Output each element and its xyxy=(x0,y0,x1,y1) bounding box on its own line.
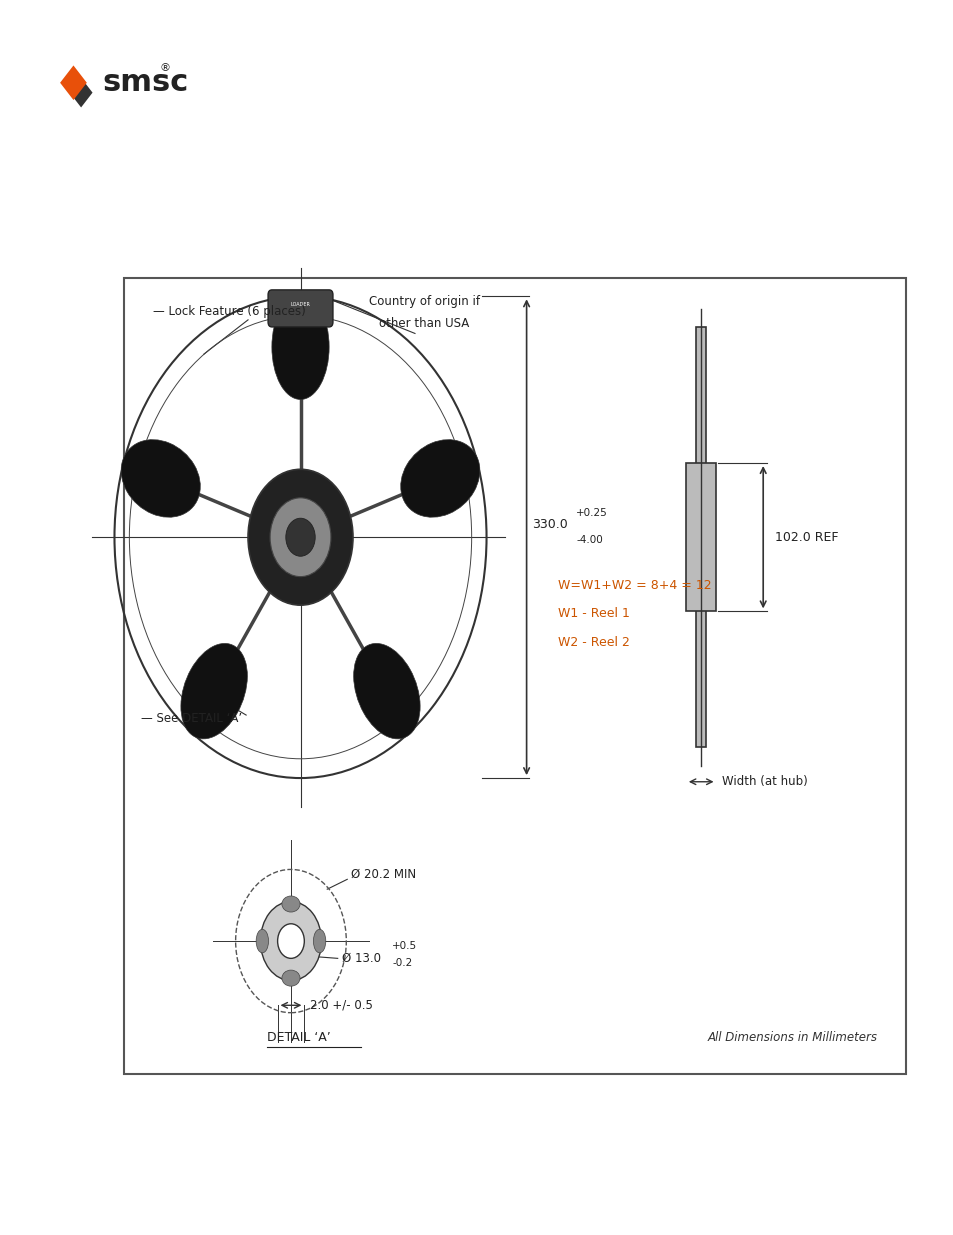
Text: Ø 20.2 MIN: Ø 20.2 MIN xyxy=(351,868,416,881)
Bar xyxy=(124,278,905,1074)
Polygon shape xyxy=(60,65,87,100)
Text: +0.5: +0.5 xyxy=(392,941,416,951)
Text: 330.0: 330.0 xyxy=(532,519,567,531)
Bar xyxy=(696,327,705,747)
Text: Country of origin if: Country of origin if xyxy=(369,295,479,308)
Text: W=W1+W2 = 8+4 = 12: W=W1+W2 = 8+4 = 12 xyxy=(558,579,711,592)
Ellipse shape xyxy=(313,929,325,953)
Text: Width (at hub): Width (at hub) xyxy=(721,776,807,788)
Bar xyxy=(685,463,716,611)
Ellipse shape xyxy=(282,897,299,911)
Text: -4.00: -4.00 xyxy=(576,535,602,545)
Text: — Lock Feature (6 places): — Lock Feature (6 places) xyxy=(152,305,305,317)
Ellipse shape xyxy=(181,643,247,739)
Text: — See DETAIL ‘A’: — See DETAIL ‘A’ xyxy=(141,713,242,725)
Text: -0.2: -0.2 xyxy=(392,958,412,968)
Ellipse shape xyxy=(400,440,479,517)
FancyBboxPatch shape xyxy=(268,290,333,327)
Circle shape xyxy=(286,519,314,556)
Ellipse shape xyxy=(121,440,200,517)
Ellipse shape xyxy=(354,643,419,739)
Text: +0.25: +0.25 xyxy=(576,508,607,517)
Ellipse shape xyxy=(272,294,329,399)
Text: DETAIL ‘A’: DETAIL ‘A’ xyxy=(267,1031,331,1044)
Text: other than USA: other than USA xyxy=(379,317,469,330)
Polygon shape xyxy=(70,78,92,107)
Text: W1 - Reel 1: W1 - Reel 1 xyxy=(558,608,629,620)
Circle shape xyxy=(248,469,353,605)
Text: smsc: smsc xyxy=(102,68,188,98)
Text: 2.0 +/- 0.5: 2.0 +/- 0.5 xyxy=(310,999,373,1011)
Text: All Dimensions in Millimeters: All Dimensions in Millimeters xyxy=(707,1031,877,1044)
Circle shape xyxy=(260,902,321,981)
Text: 102.0 REF: 102.0 REF xyxy=(774,531,838,543)
Text: LOADER: LOADER xyxy=(291,303,310,308)
Ellipse shape xyxy=(255,929,269,953)
Circle shape xyxy=(270,498,331,577)
Text: ®: ® xyxy=(159,63,171,73)
Circle shape xyxy=(277,924,304,958)
Text: Ø 13.0: Ø 13.0 xyxy=(341,952,380,965)
Ellipse shape xyxy=(282,971,299,986)
Text: W2 - Reel 2: W2 - Reel 2 xyxy=(558,636,629,648)
